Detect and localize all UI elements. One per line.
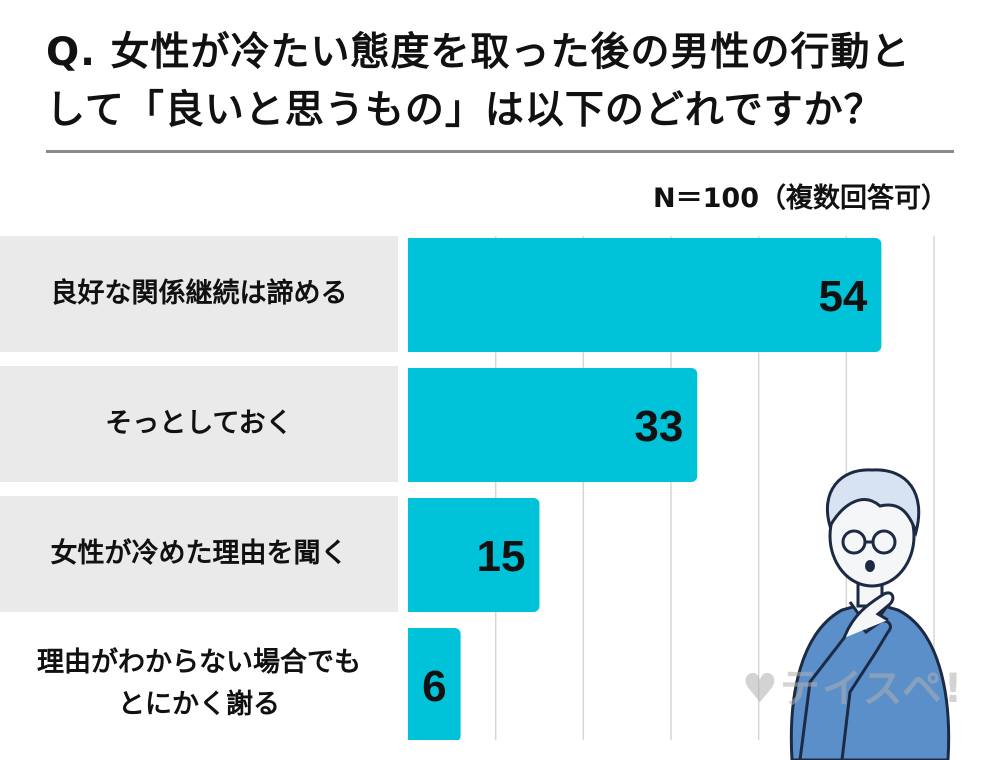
chart-bars — [408, 238, 882, 740]
category-label: 理由がわからない場合でも とにかく謝る — [0, 626, 398, 742]
bar — [408, 368, 698, 482]
category-label-line: 良好な関係継続は諦める — [50, 278, 348, 309]
category-label-line: そっとしておく — [105, 408, 293, 439]
question-line-2: して「良いと思うもの」は以下のどれですか？ — [46, 88, 884, 133]
bar — [408, 498, 540, 612]
bar — [408, 238, 882, 352]
sample-size-note: N＝100（複数回答可） — [653, 183, 948, 214]
category-label-column: 良好な関係継続は諦める そっとしておく 女性が冷めた理由を聞く 理由がわからない場合で… — [0, 0, 398, 760]
site-watermark: ♥テイスペ! — [742, 656, 964, 714]
bar-value-label: 6 — [422, 662, 446, 711]
category-label-text: 理由がわからない場合でも とにかく謝る — [37, 642, 361, 726]
question-line-1: Q. 女性が冷たい態度を取った後の男性の行動と — [46, 30, 911, 75]
thinking-man-illustration — [789, 468, 951, 760]
watermark-text: テイスペ! — [779, 666, 965, 712]
title-divider — [46, 150, 954, 153]
question-title: Q. 女性が冷たい態度を取った後の男性の行動と して「良いと思うもの」は以下のど… — [46, 24, 976, 140]
category-label-text: 女性が冷めた理由を聞く — [51, 533, 348, 575]
bar-value-label: 54 — [818, 272, 867, 321]
category-label-line: とにかく謝る — [118, 689, 280, 720]
category-label-text: そっとしておく — [105, 403, 292, 445]
bar-chart: 54 33 15 6 — [408, 236, 935, 740]
category-label-text: 良好な関係継続は諦める — [51, 273, 348, 315]
bar-value-label: 15 — [477, 532, 526, 581]
category-label: 女性が冷めた理由を聞く — [0, 496, 398, 612]
bar — [408, 628, 461, 740]
category-label: そっとしておく — [0, 366, 398, 482]
chart-data-labels: 54 33 15 6 — [422, 272, 868, 711]
category-label: 良好な関係継続は諦める — [0, 236, 398, 352]
category-label-line: 女性が冷めた理由を聞く — [50, 538, 348, 569]
bar-value-label: 33 — [634, 402, 683, 451]
heart-logo-icon: ♥ — [742, 666, 780, 712]
category-label-line: 理由がわからない場合でも — [37, 647, 361, 678]
